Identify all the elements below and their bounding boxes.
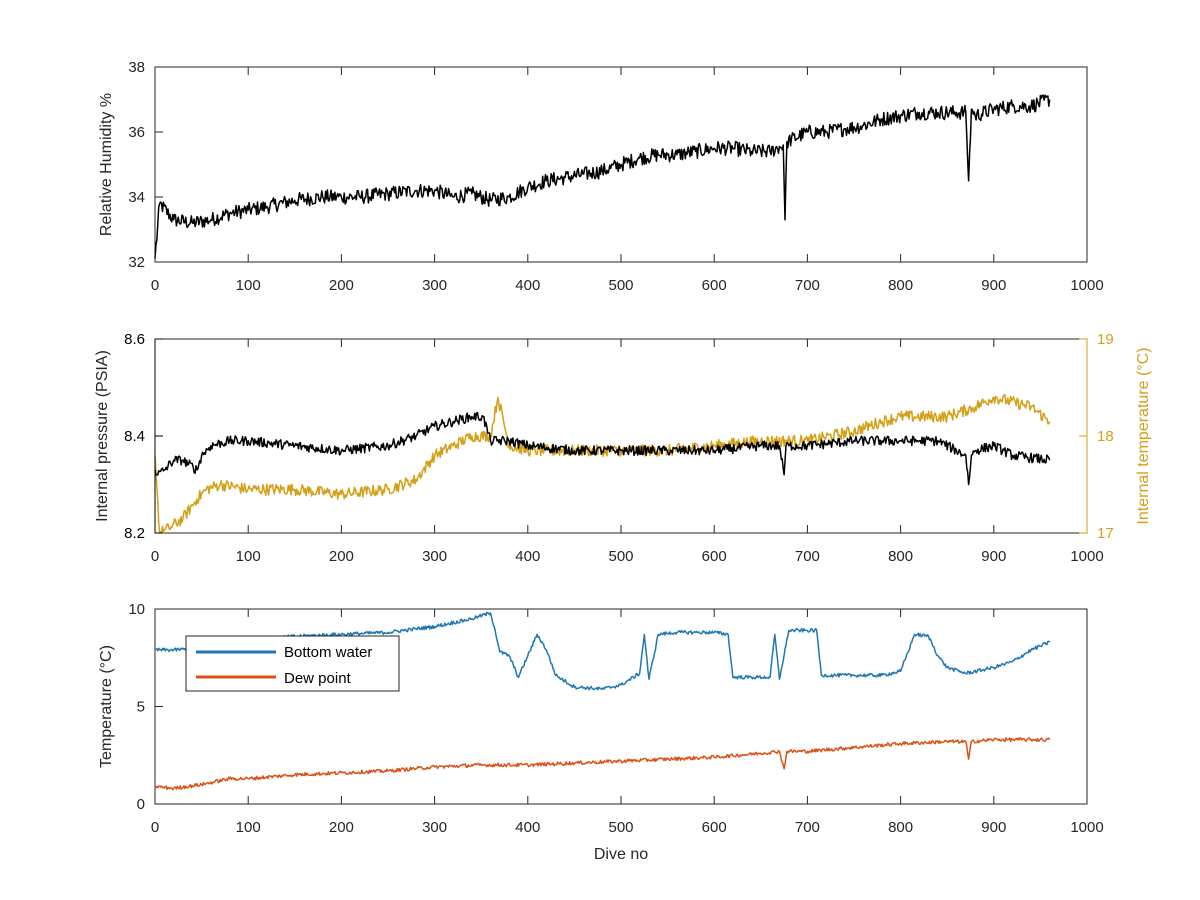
temperature-series-group bbox=[154, 611, 1051, 791]
x-tick-label: 800 bbox=[888, 548, 913, 565]
pressure-temperature-series-group bbox=[154, 394, 1051, 534]
humidity-y-ticks: 32 34 36 38 bbox=[128, 59, 163, 271]
x-tick-label: 900 bbox=[981, 548, 1006, 565]
x-tick-label: 100 bbox=[236, 277, 261, 294]
humidity-y-axis-label: Relative Humidity % bbox=[98, 93, 115, 236]
x-tick-label: 500 bbox=[608, 819, 633, 836]
x-tick-label: 900 bbox=[981, 277, 1006, 294]
x-tick-label: 100 bbox=[236, 548, 261, 565]
x-tick-label: 0 bbox=[151, 548, 159, 565]
x-tick-label: 0 bbox=[151, 277, 159, 294]
x-tick-label: 800 bbox=[888, 277, 913, 294]
x-tick-label: 200 bbox=[329, 548, 354, 565]
y-tick-label: 8.2 bbox=[124, 525, 145, 542]
x-tick-label: 900 bbox=[981, 819, 1006, 836]
y-tick-label: 34 bbox=[128, 189, 145, 206]
y-tick-label: 36 bbox=[128, 124, 145, 141]
temperature-y-axis-label: Temperature (°C) bbox=[98, 645, 115, 768]
x-tick-label: 200 bbox=[329, 277, 354, 294]
y-tick-label: 38 bbox=[128, 59, 145, 76]
humidity-panel: 0 100 200 300 400 500 600 700 800 900 1000 3234363… bbox=[98, 59, 1104, 294]
x-tick-label: 1000 bbox=[1070, 277, 1103, 294]
bottom-water-line bbox=[154, 611, 1051, 691]
pressure-plot-area bbox=[154, 338, 1088, 534]
x-tick-label: 0 bbox=[151, 819, 159, 836]
y-tick-label: 10 bbox=[128, 601, 145, 618]
humidity-series-group bbox=[154, 94, 1051, 259]
y-tick-label: 0 bbox=[137, 796, 145, 813]
x-tick-label: 700 bbox=[795, 277, 820, 294]
temperature-y-ticks: 0 5 10 bbox=[128, 601, 163, 813]
x-tick-label: 300 bbox=[422, 819, 447, 836]
x-tick-label: 1000 bbox=[1070, 819, 1103, 836]
pressure-temperature-panel: 0 100 200 300 400 500 600 700 800 900 1000 8.28.48… bbox=[94, 331, 1152, 565]
y-tick-label: 32 bbox=[128, 254, 145, 271]
x-tick-label: 700 bbox=[795, 819, 820, 836]
x-tick-label: 300 bbox=[422, 548, 447, 565]
pressure-y-axis-label: Internal pressure (PSIA) bbox=[94, 350, 111, 522]
x-tick-label: 400 bbox=[515, 548, 540, 565]
y-tick-label-right: 19 bbox=[1097, 331, 1114, 348]
x-tick-label: 700 bbox=[795, 548, 820, 565]
y-tick-label: 8.6 bbox=[124, 331, 145, 348]
x-tick-label: 600 bbox=[702, 819, 727, 836]
x-tick-label: 400 bbox=[515, 819, 540, 836]
x-tick-label: 500 bbox=[608, 277, 633, 294]
pressure-x-ticks: 0 100 200 300 400 500 600 700 800 900 1000 bbox=[151, 339, 1104, 565]
legend-label-dew-point: Dew point bbox=[284, 670, 352, 687]
x-tick-label: 600 bbox=[702, 548, 727, 565]
y-tick-label: 5 bbox=[137, 699, 145, 716]
x-tick-label: 100 bbox=[236, 819, 261, 836]
temperature-y-axis-label-right: Internal temperature (°C) bbox=[1135, 347, 1152, 524]
temperature-x-ticks: 0 100 200 300 400 500 600 700 800 900 1000 bbox=[151, 609, 1104, 836]
temperature-y-ticks-right: 17 18 19 bbox=[1079, 331, 1114, 542]
dew-point-line bbox=[154, 737, 1051, 791]
pressure-y-ticks-left: 8.2 8.4 8.6 bbox=[124, 331, 163, 542]
humidity-x-ticks: 0 100 200 300 400 500 600 700 800 900 1000 bbox=[151, 67, 1104, 294]
internal-pressure-line bbox=[154, 411, 1051, 486]
legend-label-bottom-water: Bottom water bbox=[284, 644, 372, 661]
y-tick-label-right: 18 bbox=[1097, 428, 1114, 445]
legend: Bottom water Dew point bbox=[185, 635, 400, 692]
humidity-series-line bbox=[154, 94, 1051, 259]
x-tick-label: 500 bbox=[608, 548, 633, 565]
x-tick-label: 300 bbox=[422, 277, 447, 294]
temperature-panel: 0 100 200 300 400 500 600 700 800 900 1000 0 5 10 Te… bbox=[98, 601, 1104, 863]
x-tick-label: 600 bbox=[702, 277, 727, 294]
x-tick-label: 400 bbox=[515, 277, 540, 294]
x-tick-label: 800 bbox=[888, 819, 913, 836]
y-tick-label: 8.4 bbox=[124, 428, 145, 445]
x-tick-label: 1000 bbox=[1070, 548, 1103, 565]
x-axis-label: Dive no bbox=[594, 846, 648, 863]
x-tick-label: 200 bbox=[329, 819, 354, 836]
y-tick-label-right: 17 bbox=[1097, 525, 1114, 542]
legend-box bbox=[185, 635, 400, 692]
